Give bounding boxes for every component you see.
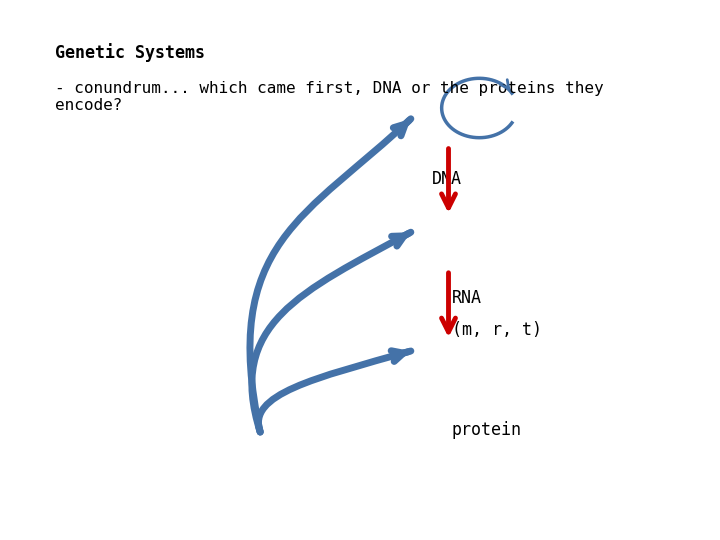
Text: - conundrum... which came first, DNA or the proteins they
encode?: - conundrum... which came first, DNA or … bbox=[55, 81, 603, 113]
Text: protein: protein bbox=[452, 421, 522, 439]
Text: DNA: DNA bbox=[431, 170, 462, 188]
Text: RNA: RNA bbox=[452, 289, 482, 307]
Text: (m, r, t): (m, r, t) bbox=[452, 321, 542, 339]
Text: Genetic Systems: Genetic Systems bbox=[55, 43, 204, 62]
